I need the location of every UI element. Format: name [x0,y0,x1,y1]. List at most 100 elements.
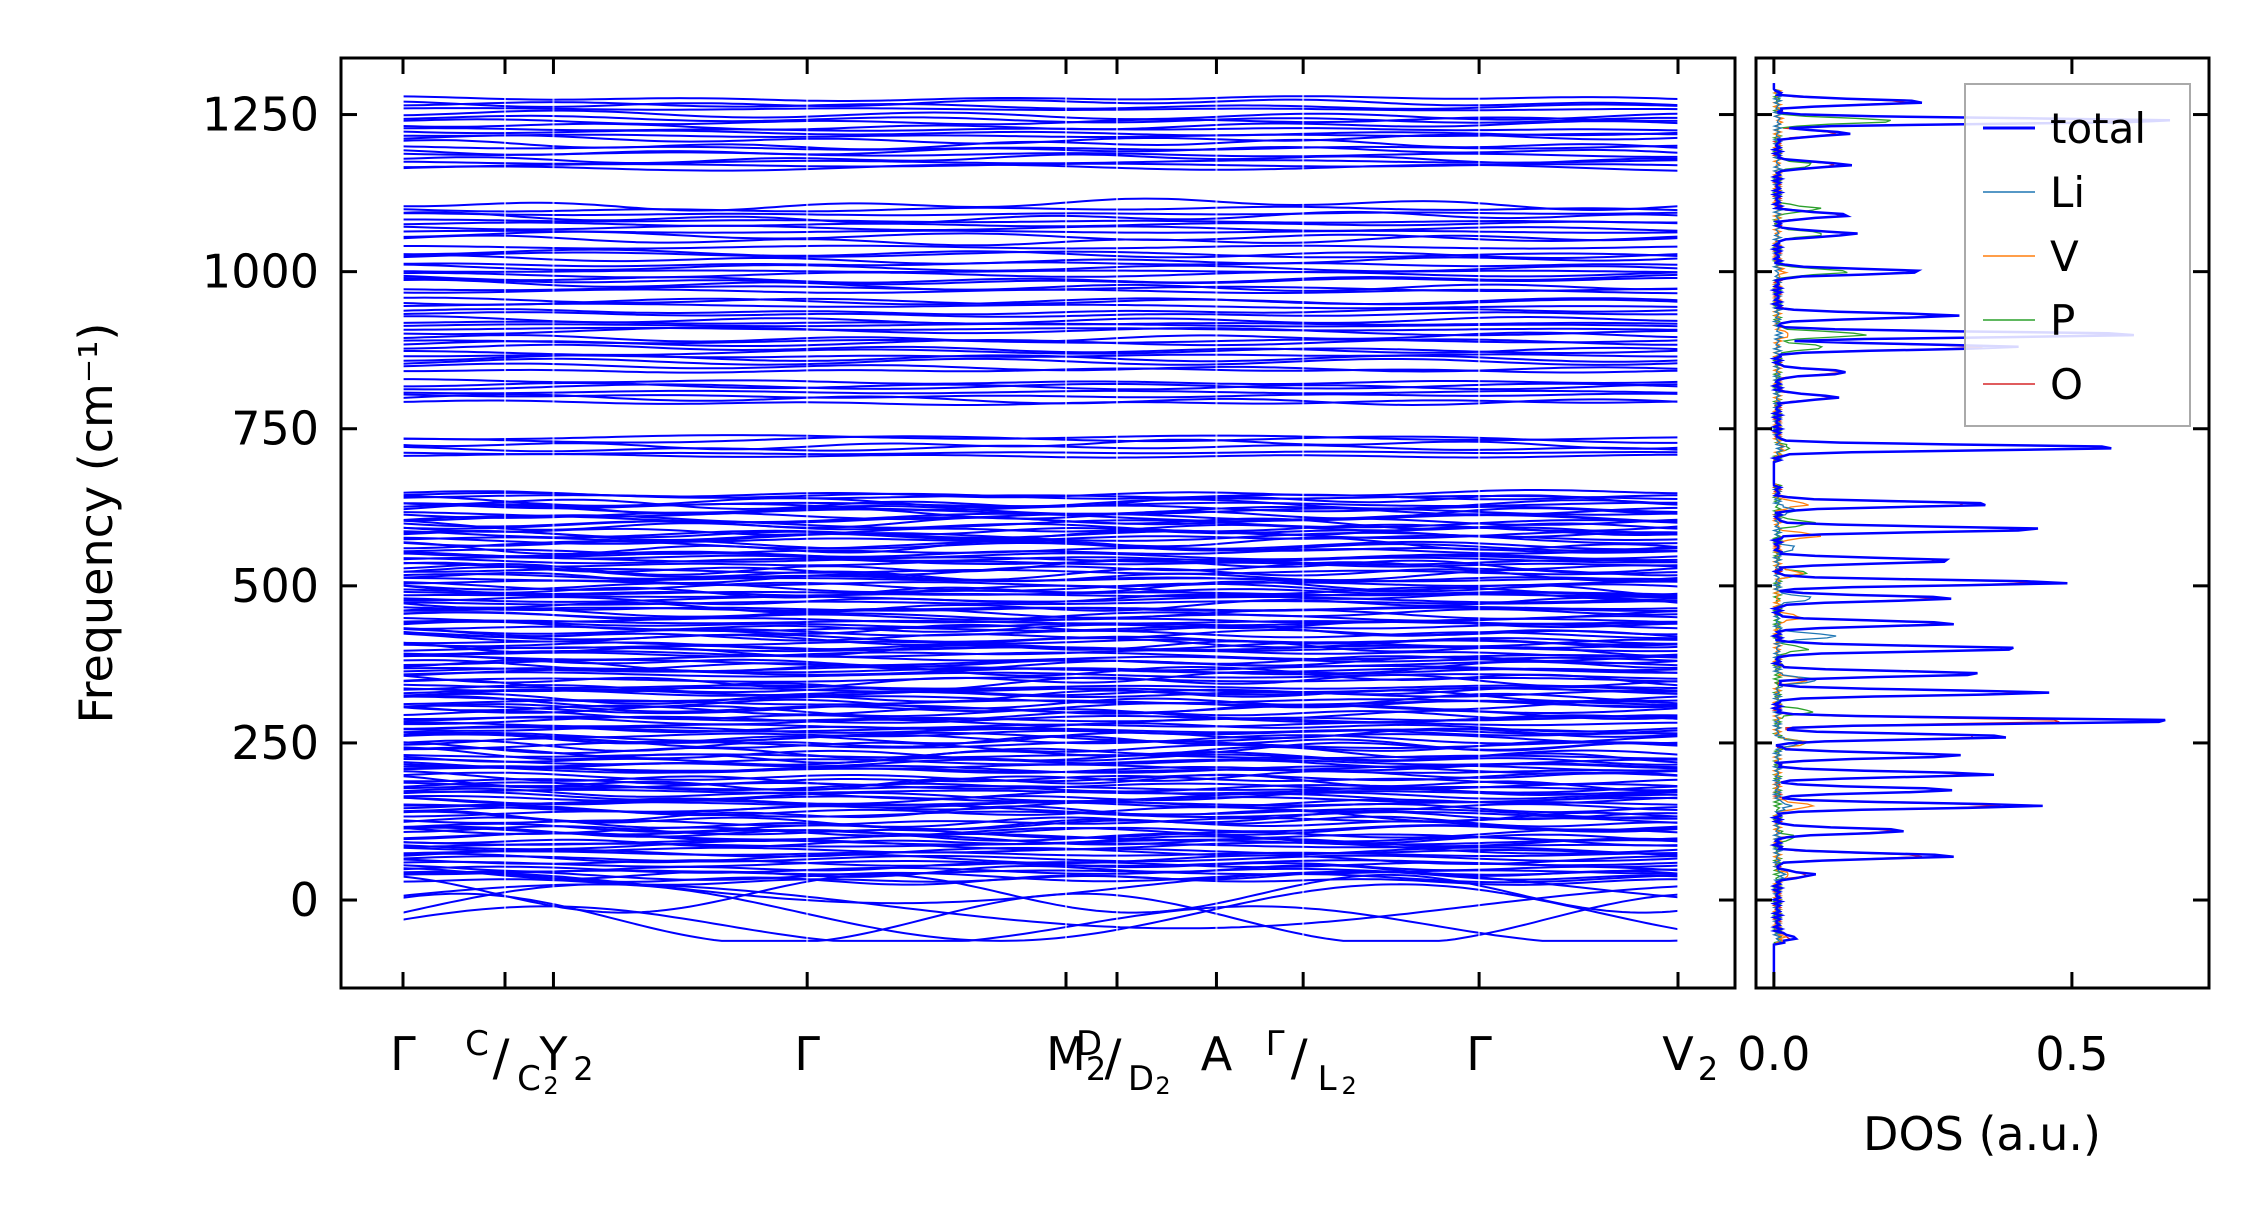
band-line-66 [402,726,1679,736]
svg-text:Γ: Γ [1466,1027,1492,1081]
y-tick-label: 1000 [202,245,319,299]
band-line-97 [402,654,1679,663]
band-line-52 [402,758,1678,766]
band-line-199 [402,307,1679,316]
x-axis-title: DOS (a.u.) [1863,1107,2101,1161]
band-line-101 [402,640,1679,658]
band-line-184 [402,362,1679,373]
band-line-241 [402,109,1679,121]
svg-text:/: / [1105,1029,1122,1087]
y-tick-label: 500 [231,559,319,613]
band-line-29 [402,805,1679,823]
band-line-93 [402,659,1678,677]
band-line-214 [402,248,1679,259]
band-line-239 [402,116,1678,126]
band-line-243 [402,101,1679,110]
band-line-72 [402,710,1679,721]
legend-label: V [2050,232,2079,281]
band-line-170 [402,453,1678,459]
band-line-84 [402,687,1678,693]
band-line-116 [402,608,1679,621]
band-line-5 [402,865,1679,876]
band-line-244 [402,98,1679,108]
band-line-231 [402,145,1679,156]
band-line-89 [402,671,1679,680]
legend-label: O [2050,360,2083,409]
band-line-129 [402,581,1679,593]
band-line-247 [402,883,1679,930]
band-line-189 [402,343,1679,354]
svg-text:Γ: Γ [1266,1024,1285,1064]
band-line-14 [402,839,1679,855]
band-line-133 [402,567,1679,584]
band-line-194 [403,326,1679,332]
svg-text:L: L [1318,1059,1337,1099]
svg-text:M: M [1046,1027,1086,1081]
dos-line-P [1771,83,1891,982]
band-line-178 [402,392,1679,399]
band-line-62 [402,733,1679,745]
band-line-130 [402,579,1679,588]
svg-text:2: 2 [573,1050,593,1088]
band-line-173 [402,438,1679,451]
band-line-92 [402,665,1679,673]
band-line-235 [402,132,1679,139]
band-line-135 [402,567,1679,576]
band-line-64 [402,729,1679,739]
band-line-250 [402,905,1679,942]
band-line-219 [402,224,1679,232]
band-line-181 [403,382,1679,391]
svg-text:/: / [1291,1029,1308,1087]
band-line-75 [402,700,1679,716]
svg-text:2: 2 [1086,1050,1106,1088]
high-symmetry-label: A [1201,1027,1233,1081]
legend-label: Li [2050,168,2085,217]
band-line-113 [402,619,1679,625]
band-line-180 [402,382,1679,391]
band-line-10 [402,852,1678,866]
band-line-210 [402,263,1679,273]
band-line-12 [402,850,1679,858]
band-line-229 [402,153,1679,164]
band-line-179 [402,389,1679,395]
band-y-ticks: 0 250 500 750 1000 1250 [202,88,1735,927]
svg-text:Γ: Γ [794,1027,820,1081]
band-line-141 [403,552,1679,562]
band-line-222 [402,210,1679,225]
band-line-36 [402,791,1679,805]
y-axis-title: Frequency (cm⁻¹) [69,323,123,724]
band-line-242 [402,107,1679,112]
band-line-9 [402,854,1679,863]
band-line-200 [402,302,1679,310]
band-line-42 [402,781,1679,791]
band-line-249 [402,873,1679,914]
svg-text:Γ: Γ [390,1027,416,1081]
legend: total Li VPO [1964,83,2191,427]
band-line-224 [402,205,1679,213]
band-line-251 [402,870,1679,905]
band-line-24 [402,819,1679,833]
high-symmetry-label: C / C 2 [465,1024,559,1100]
band-line-125 [402,590,1679,597]
band-line-225 [402,197,1679,212]
band-line-221 [403,218,1678,224]
band-line-85 [402,683,1678,690]
band-line-166 [402,495,1679,510]
dos-x-tick-label: 0.0 [1737,1027,1810,1081]
band-line-155 [402,520,1679,533]
band-line-218 [402,229,1679,234]
band-line-171 [402,450,1679,456]
band-line-32 [402,800,1679,814]
band-line-78 [402,695,1679,708]
svg-text:C: C [517,1059,541,1099]
band-line-27 [402,810,1679,828]
high-symmetry-lines [402,58,1679,988]
band-line-67 [402,722,1679,734]
band-axes-frame [339,56,1737,990]
band-line-162 [402,504,1679,516]
band-line-177 [402,393,1679,407]
dos-panel: 0.0 0.5 DOS (a.u.) total Li VPO [1737,56,2211,1161]
